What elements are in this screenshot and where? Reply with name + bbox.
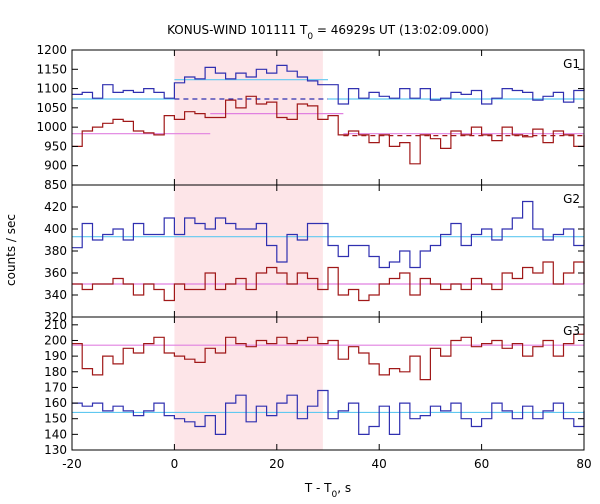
burst-interval-shade <box>174 50 323 450</box>
panel-label: G1 <box>563 57 580 71</box>
y-tick-label: 180 <box>44 365 67 379</box>
y-tick-label: 360 <box>44 266 67 280</box>
y-tick-label: 140 <box>44 427 67 441</box>
y-tick-label: 210 <box>44 318 67 332</box>
panel-g2: 320 340 360 380 400 420 G2 <box>44 184 585 324</box>
panel-label: G2 <box>563 192 580 206</box>
series-line-red <box>72 261 585 302</box>
plot-area: 850 900 950 1000 1050 1100 1150 1200 G1 320 340 360… <box>36 43 591 471</box>
series-line-red <box>72 95 585 165</box>
y-tick-label: 150 <box>44 412 67 426</box>
series-line-blue <box>72 64 585 105</box>
y-tick-label: 850 <box>44 178 67 192</box>
y-tick-label: 130 <box>44 443 67 457</box>
y-tick-label: 170 <box>44 380 67 394</box>
x-tick-label: -20 <box>62 457 82 471</box>
y-tick-label: 200 <box>44 333 67 347</box>
series-line-red <box>72 324 585 381</box>
y-tick-label: 900 <box>44 159 67 173</box>
x-tick-label: 60 <box>474 457 489 471</box>
x-tick-label: 20 <box>269 457 284 471</box>
y-tick-label: 950 <box>44 139 67 153</box>
y-tick-label: 1000 <box>36 120 67 134</box>
panel-frame <box>71 316 585 451</box>
panel-label: G3 <box>563 324 580 338</box>
x-axis-title: T - T0, s <box>304 481 351 500</box>
y-tick-label: 400 <box>44 222 67 236</box>
y-tick-label: 1050 <box>36 101 67 115</box>
series-line-blue <box>72 389 585 435</box>
y-tick-label: 160 <box>44 396 67 410</box>
y-tick-label: 1150 <box>36 62 67 76</box>
x-tick-label: 0 <box>171 457 179 471</box>
y-tick-label: 1200 <box>36 43 67 57</box>
y-tick-label: 380 <box>44 244 67 258</box>
y-tick-label: 340 <box>44 288 67 302</box>
y-tick-label: 420 <box>44 200 67 214</box>
panel-frame <box>71 184 585 318</box>
y-tick-label: 1100 <box>36 82 67 96</box>
series-line-blue <box>72 200 585 269</box>
y-axis-title: counts / sec <box>4 214 18 286</box>
y-tick-label: 320 <box>44 310 67 324</box>
x-tick-label: 80 <box>576 457 591 471</box>
y-tick-label: 190 <box>44 349 67 363</box>
panel-g1: 850 900 950 1000 1050 1100 1150 1200 G1 <box>36 43 585 192</box>
x-tick-label: 40 <box>372 457 387 471</box>
chart-title: KONUS-WIND 101111 T0 = 46929s UT (13:02:… <box>167 23 489 42</box>
